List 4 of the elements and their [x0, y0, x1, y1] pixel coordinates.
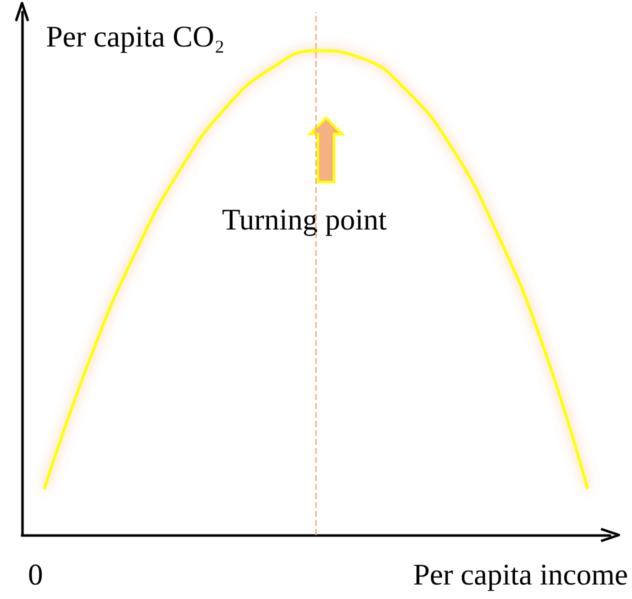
text: 0 — [28, 558, 43, 592]
annotation: Turning point — [222, 204, 388, 236]
x-axis-title: Per capita income — [413, 558, 628, 592]
y-axis-title: Per capita CO₂ — [46, 20, 225, 54]
